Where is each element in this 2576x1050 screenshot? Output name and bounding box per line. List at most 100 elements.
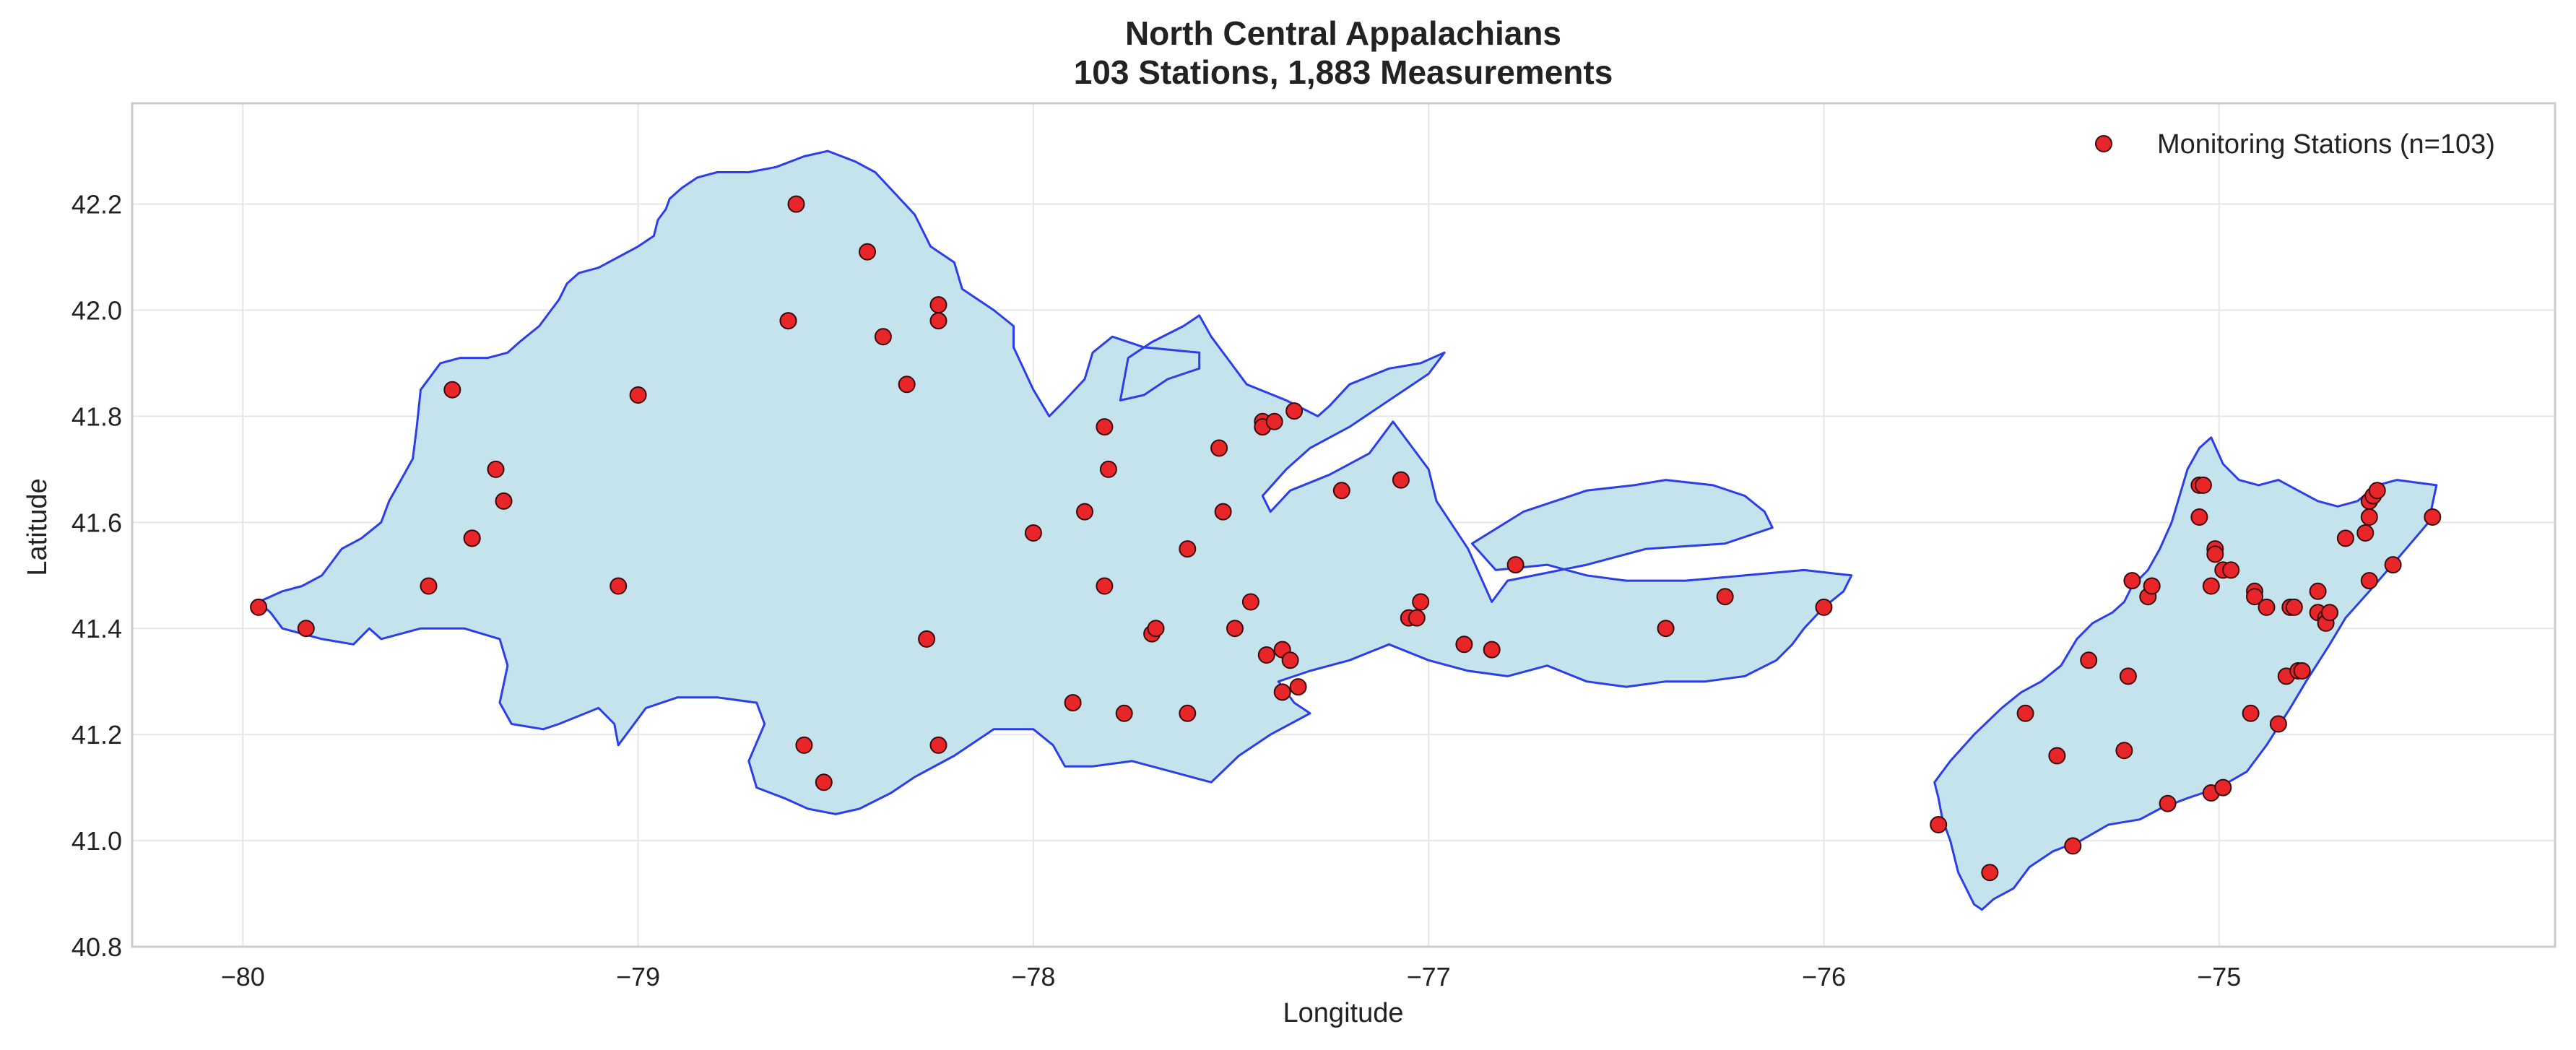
station-point (297, 620, 315, 638)
station-point (2194, 476, 2212, 494)
station-point (1412, 593, 1430, 611)
station-point (929, 296, 947, 314)
y-tick-label: 41.8 (71, 402, 122, 431)
station-point (2202, 577, 2220, 595)
station-point (1506, 556, 1525, 574)
station-point (2293, 662, 2311, 680)
station-point (2360, 508, 2378, 526)
station-point (2246, 588, 2263, 606)
station-point (859, 243, 876, 261)
station-point (2206, 545, 2224, 563)
station-point (2080, 651, 2098, 669)
x-tick-label: −75 (2197, 962, 2241, 992)
station-point (779, 312, 797, 330)
station-point (1096, 577, 1114, 595)
station-point (629, 386, 647, 404)
y-tick-label: 41.2 (71, 720, 122, 750)
station-point (898, 376, 916, 394)
station-point (487, 460, 505, 478)
station-point (2285, 598, 2303, 616)
station-point (2336, 529, 2354, 547)
station-point (2222, 561, 2240, 579)
station-point (2321, 604, 2338, 622)
axes-frame (131, 102, 2557, 948)
station-point (1273, 683, 1291, 701)
x-tick-label: −76 (1802, 962, 1846, 992)
station-point (1289, 678, 1307, 696)
region-outline (257, 149, 1853, 815)
region-outlines (257, 149, 2438, 911)
station-point (2258, 598, 2276, 616)
y-tick-label: 41.6 (71, 508, 122, 537)
y-tick-label: 42.0 (71, 295, 122, 325)
station-point (1332, 482, 1350, 500)
station-point (1257, 646, 1275, 664)
station-point (1657, 620, 1675, 638)
station-point (1064, 694, 1082, 712)
station-point (787, 195, 805, 213)
station-point (495, 492, 513, 510)
station-point (443, 381, 461, 399)
station-point (1076, 503, 1093, 521)
station-point (2309, 582, 2327, 600)
station-point (420, 577, 438, 595)
station-point (2384, 556, 2402, 574)
station-point (1214, 503, 1232, 521)
station-point (2064, 837, 2082, 855)
station-point (1483, 641, 1501, 659)
station-point (2143, 577, 2161, 595)
y-tick-label: 42.2 (71, 190, 122, 220)
station-point (1179, 704, 1197, 722)
station-point (1408, 609, 1426, 627)
station-point (2048, 747, 2066, 765)
x-axis-ticks: −80 −79 −78 −77 −76 −75 (221, 962, 2242, 992)
station-point (2214, 778, 2232, 797)
x-tick-label: −80 (221, 962, 265, 992)
station-point (1815, 598, 1833, 616)
station-point (1930, 816, 1948, 833)
station-point (918, 630, 936, 648)
station-point (1179, 540, 1197, 558)
station-point (2368, 482, 2386, 500)
legend: Monitoring Stations (n=103) (2095, 129, 2495, 160)
x-axis-label: Longitude (1283, 998, 1404, 1028)
station-point (1024, 524, 1042, 542)
plot-area: −80 −79 −78 −77 −76 −75 40.841.041.241.441.64… (71, 102, 2557, 992)
station-point (929, 312, 947, 330)
station-point (1226, 620, 1244, 638)
station-point (2119, 667, 2137, 685)
station-point (1265, 412, 1283, 430)
station-point (2269, 715, 2287, 733)
y-tick-label: 41.0 (71, 826, 122, 856)
station-point (929, 736, 947, 754)
chart-title: North Central Appalachians (1125, 14, 1561, 52)
station-point (1115, 704, 1133, 722)
station-point (1241, 593, 1259, 611)
station-point (874, 328, 892, 346)
x-tick-label: −78 (1011, 962, 1055, 992)
station-point (795, 736, 813, 754)
x-tick-label: −79 (616, 962, 660, 992)
station-point (1096, 418, 1114, 436)
station-point (2016, 704, 2034, 722)
station-point (1210, 439, 1228, 457)
station-point (815, 773, 833, 791)
legend-label: Monitoring Stations (n=103) (2157, 129, 2495, 160)
station-point (1981, 864, 1999, 882)
legend-marker (2095, 135, 2112, 152)
station-point (2360, 572, 2378, 590)
station-points (250, 195, 2442, 882)
station-point (2159, 794, 2177, 812)
station-point (2356, 524, 2375, 542)
chart-subtitle: 103 Stations, 1,883 Measurements (1074, 53, 1613, 91)
station-point (2242, 704, 2260, 722)
station-point (610, 577, 628, 595)
station-point (1281, 651, 1299, 669)
y-axis-label: Latitude (22, 478, 53, 576)
station-point (1285, 402, 1304, 420)
y-tick-label: 40.8 (71, 932, 122, 962)
station-point (1147, 620, 1165, 638)
x-tick-label: −77 (1407, 962, 1451, 992)
station-point (1716, 588, 1734, 606)
